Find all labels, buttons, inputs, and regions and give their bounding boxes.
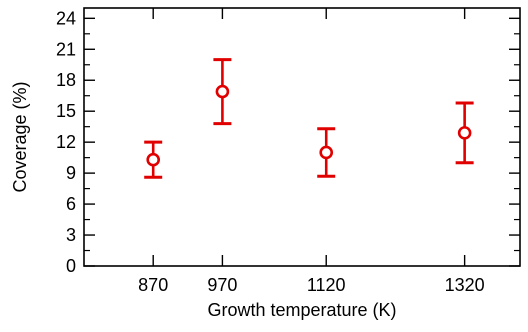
y-tick-label: 15 (56, 101, 76, 121)
y-axis-ticks: 0 3 6 9 12 15 18 21 24 (56, 8, 520, 276)
y-tick-label: 0 (66, 256, 76, 276)
x-axis-title: Growth temperature (K) (207, 300, 396, 320)
y-tick-label: 6 (66, 194, 76, 214)
y-tick-label: 24 (56, 8, 76, 28)
y-tick-label: 18 (56, 70, 76, 90)
x-tick-label: 1120 (307, 275, 346, 295)
plot-frame (83, 7, 521, 267)
x-tick-label: 970 (207, 275, 237, 295)
data-points (144, 58, 474, 179)
x-axis-ticks: 870 970 1120 1320 (138, 8, 485, 295)
y-tick-label: 12 (56, 132, 76, 152)
x-tick-label: 1320 (445, 275, 485, 295)
data-point (457, 126, 472, 140)
y-tick-label: 9 (66, 163, 76, 183)
data-point (215, 84, 230, 99)
data-point (319, 145, 334, 160)
y-axis-title: Coverage (%) (10, 81, 30, 192)
y-tick-label: 21 (56, 39, 76, 59)
y-tick-label: 3 (66, 225, 76, 245)
x-tick-label: 870 (138, 275, 168, 295)
data-point (146, 152, 161, 167)
